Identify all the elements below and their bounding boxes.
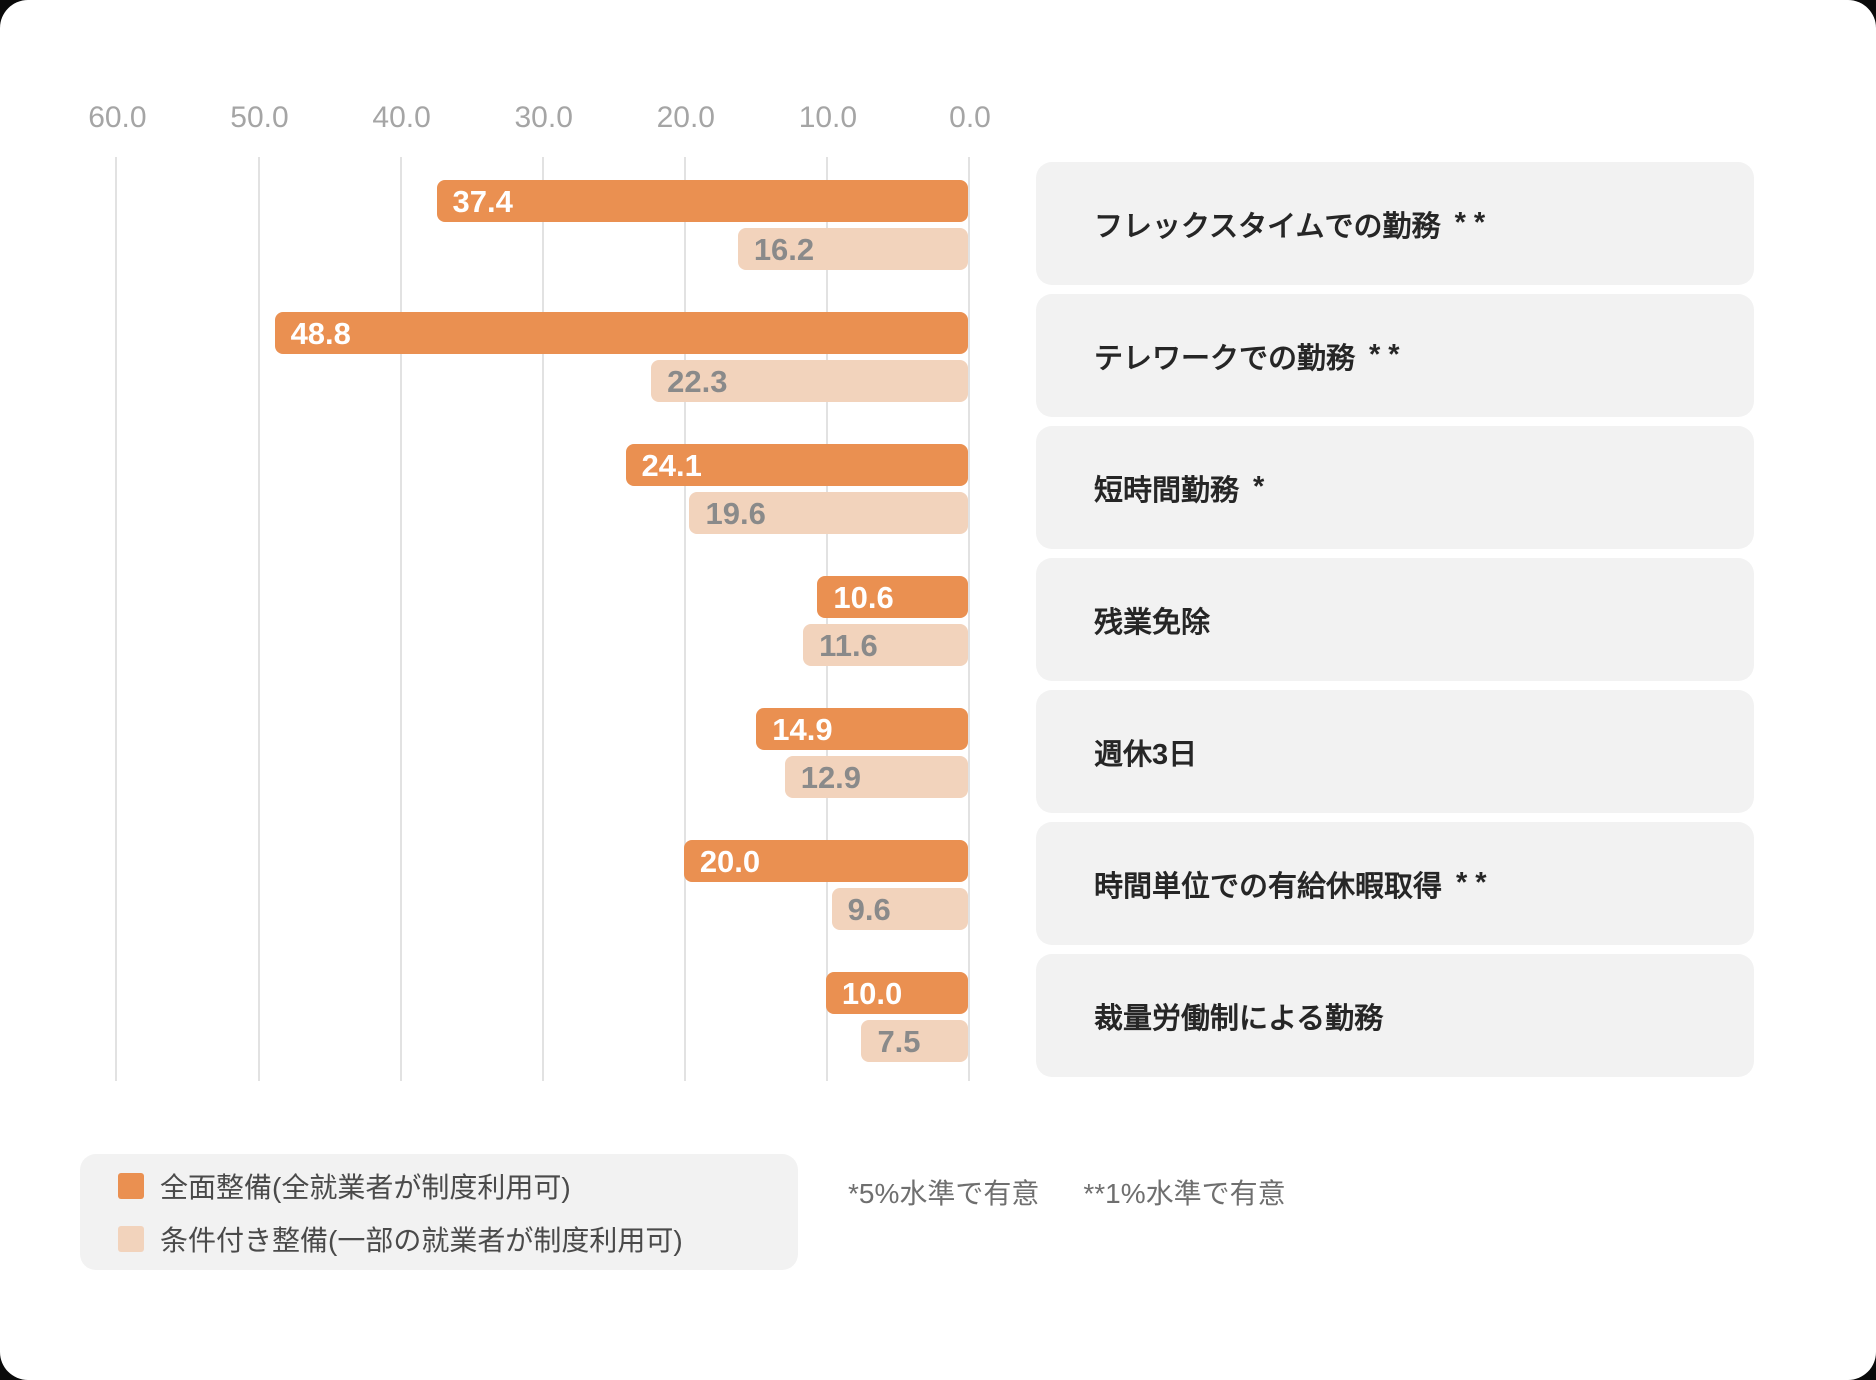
bar-value-label: 24.1 — [641, 447, 702, 483]
bar-value-label: 20.0 — [699, 843, 761, 879]
bar-value-label: 14.9 — [772, 711, 833, 747]
bar-conditional-availability: 7.5 — [861, 1020, 968, 1062]
category-label-box: テレワークでの勤務 ** — [1036, 294, 1754, 417]
category-name: 短時間勤務 — [1094, 474, 1240, 507]
category-name: テレワークでの勤務 — [1094, 342, 1356, 375]
bar-group: 10.0 7.5 — [97, 949, 968, 1081]
bar-value-label: 7.5 — [877, 1023, 921, 1059]
category-name: 残業免除 — [1094, 606, 1211, 639]
gridline — [399, 157, 402, 1081]
category-label-box: 短時間勤務 * — [1036, 426, 1754, 549]
significance-asterisks: ** — [1454, 207, 1494, 239]
significance-asterisks: ** — [1369, 339, 1408, 371]
category-name: フレックスタイムでの勤務 — [1094, 210, 1441, 243]
legend-item: 全面整備(全就業者が制度利用可) — [118, 1166, 798, 1206]
legend-item-label: 条件付き整備(一部の就業者が制度利用可) — [160, 1224, 683, 1256]
legend: 全面整備(全就業者が制度利用可) 条件付き整備(一部の就業者が制度利用可) — [80, 1154, 798, 1270]
bar-conditional-availability: 9.6 — [831, 888, 968, 930]
bar-group: 24.1 19.6 — [97, 421, 968, 553]
bar-value-label: 11.6 — [819, 627, 878, 663]
bar-full-availability: 20.0 — [683, 840, 968, 882]
category-name: 週休3日 — [1094, 738, 1198, 771]
gridline — [968, 157, 970, 1081]
bar-full-availability: 10.0 — [825, 972, 968, 1014]
bar-value-label: 12.9 — [800, 759, 862, 795]
bar-value-label: 48.8 — [290, 315, 351, 351]
bar-value-label: 19.6 — [705, 495, 766, 531]
legend-color-swatch — [118, 1225, 144, 1252]
axis-tick-label: 20.0 — [656, 101, 715, 134]
category-label-box: 週休3日 — [1036, 690, 1754, 813]
bar-conditional-availability: 12.9 — [784, 756, 968, 798]
gridline — [683, 157, 686, 1081]
bar-conditional-availability: 19.6 — [689, 492, 968, 534]
bar-full-availability: 14.9 — [756, 708, 968, 750]
bar-value-label: 16.2 — [753, 231, 815, 267]
category-label-box: 時間単位での有給休暇取得 ** — [1036, 822, 1754, 945]
significance-note: *5%水準で有意 **1%水準で有意 — [848, 1174, 1286, 1214]
axis-tick-label: 40.0 — [372, 101, 431, 134]
legend-item: 条件付き整備(一部の就業者が制度利用可) — [118, 1219, 798, 1259]
note-5pct-level: *5%水準で有意 — [848, 1178, 1040, 1209]
note-1pct-level: **1%水準で有意 — [1083, 1178, 1286, 1209]
value-axis: 60.0 50.0 40.0 30.0 20.0 10.0 0.0 — [0, 96, 1876, 140]
legend-item-label: 全面整備(全就業者が制度利用可) — [160, 1171, 571, 1203]
bar-conditional-availability: 11.6 — [803, 624, 968, 666]
category-name: 裁量労働制による勤務 — [1094, 1002, 1384, 1035]
category-label-box: フレックスタイムでの勤務 ** — [1036, 162, 1754, 285]
bar-value-label: 10.0 — [841, 975, 903, 1011]
bar-group: 37.4 16.2 — [97, 157, 968, 289]
category-labels-column: フレックスタイムでの勤務 ** テレワークでの勤務 ** 短時間勤務 * 残業免除週休3日時… — [1036, 157, 1754, 1081]
bar-full-availability: 10.6 — [817, 576, 968, 618]
significance-asterisks: ** — [1456, 867, 1495, 899]
gridline — [115, 157, 118, 1081]
axis-tick-label: 0.0 — [949, 101, 991, 134]
gridline — [541, 157, 544, 1081]
bar-value-label: 9.6 — [847, 891, 891, 927]
bar-group: 20.0 9.6 — [97, 817, 968, 949]
bar-group: 48.8 22.3 — [97, 289, 968, 421]
bar-conditional-availability: 22.3 — [651, 360, 968, 402]
bar-value-label: 37.4 — [452, 183, 513, 219]
legend-color-swatch — [118, 1172, 144, 1199]
axis-tick-label: 50.0 — [230, 101, 289, 134]
bar-full-availability: 24.1 — [625, 444, 968, 486]
gridline — [825, 157, 828, 1081]
axis-tick-label: 60.0 — [88, 101, 147, 134]
plot-area: 37.4 16.2 48.8 22.3 24.1 19.6 10.6 11.6 14.9 12.9… — [97, 157, 970, 1081]
gridline — [257, 157, 260, 1081]
category-label-box: 残業免除 — [1036, 558, 1754, 681]
bar-group: 10.6 11.6 — [97, 553, 968, 685]
bar-full-availability: 37.4 — [436, 180, 968, 222]
axis-tick-label: 10.0 — [798, 101, 858, 134]
category-label-box: 裁量労働制による勤務 — [1036, 954, 1754, 1077]
significance-asterisks: * — [1253, 471, 1273, 503]
bar-group: 14.9 12.9 — [97, 685, 968, 817]
bar-conditional-availability: 16.2 — [737, 228, 968, 270]
bar-full-availability: 48.8 — [274, 312, 968, 354]
category-name: 時間単位での有給休暇取得 — [1094, 870, 1443, 903]
bar-value-label: 10.6 — [833, 579, 894, 615]
axis-tick-label: 30.0 — [514, 101, 573, 134]
bar-value-label: 22.3 — [667, 363, 728, 399]
